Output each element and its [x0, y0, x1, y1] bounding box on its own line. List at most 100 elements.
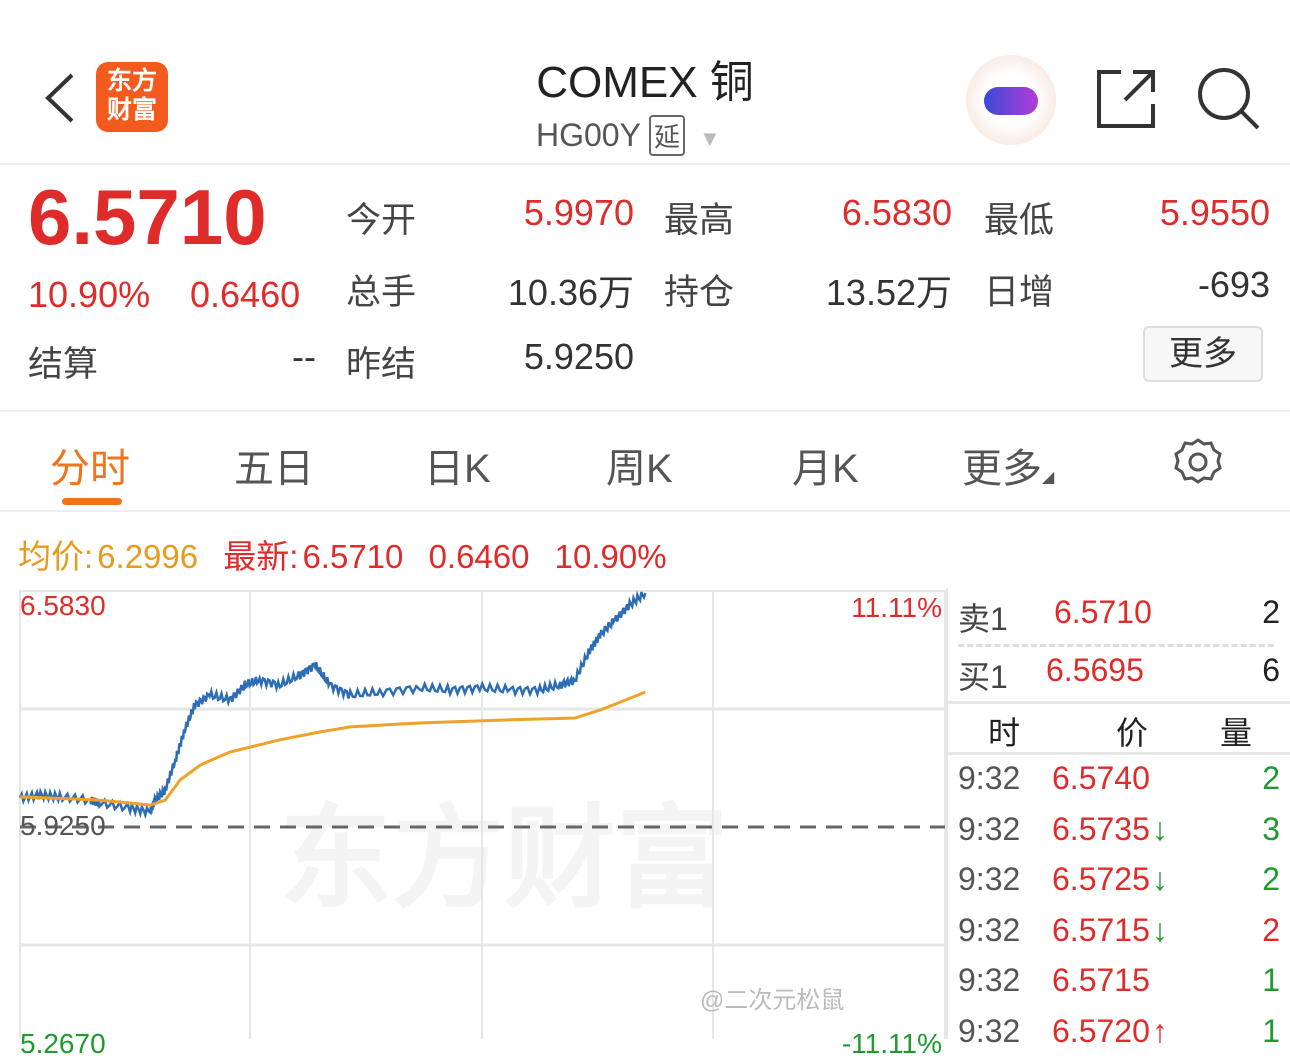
trade-volume: 3 [1262, 810, 1280, 847]
trade-time: 9:32 [958, 1012, 1021, 1049]
latest-pct: 10.90% [554, 538, 667, 575]
trade-price-cell: 6.5725↓ [1052, 861, 1168, 898]
settle-label: 结算 [28, 345, 99, 384]
trade-price-cell: 6.5740 [1052, 760, 1150, 797]
corner-triangle-icon: ◢ [1042, 469, 1055, 486]
tab-intraday[interactable]: 分时 [50, 447, 130, 491]
trade-price: 6.5715 [1052, 962, 1150, 998]
tab-more[interactable]: 更多◢ [962, 436, 1054, 494]
prev-settle-label: 昨结 [346, 345, 417, 384]
credit-watermark: @二次元松鼠 [700, 987, 845, 1014]
caret-down-icon: ▼ [698, 126, 721, 151]
assistant-avatar[interactable] [966, 55, 1056, 145]
trade-price: 6.5735 [1052, 810, 1150, 847]
average-price-line [19, 690, 646, 807]
daily-change-label: 日增 [984, 273, 1055, 312]
trade-volume: 2 [1262, 760, 1280, 796]
ask-price: 6.5710 [1054, 594, 1152, 630]
price-info-line: 均价: 6.2996 最新: 6.5710 0.6460 10.90% [18, 530, 683, 578]
trade-time: 9:32 [958, 911, 1021, 948]
arrow-up-icon: ↑ [1151, 1012, 1168, 1049]
order-book: 卖1 6.5710 2 买1 6.5695 6 时 价 量 9:32 6.5740… [946, 588, 1290, 1049]
avg-label: 均价: [18, 538, 94, 575]
trade-time: 9:32 [958, 810, 1021, 847]
change-value: 0.6460 [190, 274, 301, 315]
arrow-down-icon: ↓ [1151, 911, 1168, 948]
bid-label: 买1 [958, 659, 1008, 695]
trade-price: 6.5720 [1052, 1012, 1150, 1049]
avg-value: 6.2996 [97, 538, 199, 575]
header-price: 价 [1116, 715, 1149, 751]
high-value: 6.5830 [841, 192, 952, 233]
tab-more-label: 更多 [962, 447, 1042, 491]
y-label-mid: 5.9250 [20, 810, 106, 841]
trade-price: 6.5740 [1052, 760, 1150, 796]
latest-change: 0.6460 [428, 538, 530, 575]
intraday-chart: 东方财富 6.5830 5.9250 5.2670 11.11% -11.11%… [0, 588, 946, 1059]
trade-volume: 1 [1262, 962, 1280, 998]
book-divider [958, 644, 1274, 647]
logo: 东方 财富 [96, 62, 168, 132]
pct-label-top: 11.11% [851, 592, 942, 623]
trade-volume: 2 [1262, 911, 1280, 948]
trade-price-cell: 6.5720↑ [1052, 1013, 1168, 1050]
price-line [18, 590, 647, 820]
high-label: 最高 [664, 201, 735, 240]
y-label-top: 6.5830 [20, 590, 106, 621]
open-interest-label: 持仓 [664, 273, 735, 312]
arrow-down-icon: ↓ [1151, 861, 1168, 897]
y-label-bottom: 5.2670 [20, 1028, 106, 1059]
change-pct: 10.90% [28, 274, 151, 315]
tab-weekly-k[interactable]: 周K [606, 447, 673, 491]
more-button[interactable]: 更多 [1143, 326, 1263, 382]
trade-price: 6.5725 [1052, 861, 1150, 897]
settle-value: -- [292, 336, 316, 377]
volume-value: 10.36万 [507, 272, 634, 313]
header-volume: 量 [1220, 715, 1253, 751]
search-icon[interactable] [1196, 66, 1262, 132]
tab-five-day[interactable]: 五日 [234, 447, 314, 491]
trade-price-cell: 6.5715 [1052, 962, 1150, 999]
trade-header: 时 价 量 [948, 701, 1290, 755]
last-price: 6.5710 [28, 173, 267, 261]
pct-label-bottom: -11.11% [841, 1028, 942, 1059]
trade-time: 9:32 [958, 962, 1021, 998]
low-value: 5.9550 [1159, 192, 1270, 233]
settings-gear-icon[interactable] [1172, 436, 1224, 488]
trade-time: 9:32 [958, 861, 1021, 897]
low-label: 最低 [984, 201, 1055, 240]
contract-code[interactable]: HG00Y 延 ▼ [536, 115, 721, 156]
trade-time: 9:32 [958, 760, 1021, 796]
trade-price-cell: 6.5735↓ [1052, 811, 1168, 848]
active-tab-indicator [62, 498, 122, 505]
watermark: 东方财富 [280, 796, 728, 921]
ask-volume: 2 [1262, 594, 1280, 630]
bid-price: 6.5695 [1046, 652, 1144, 688]
delay-badge: 延 [648, 115, 685, 156]
chart-svg [18, 590, 946, 1039]
open-value: 5.9970 [523, 192, 634, 233]
latest-value: 6.5710 [302, 538, 404, 575]
prev-settle-value: 5.9250 [523, 336, 634, 377]
daily-change-value: -693 [1197, 264, 1270, 305]
back-icon[interactable] [42, 72, 76, 124]
trade-price: 6.5715 [1052, 911, 1150, 948]
page-title: COMEX 铜 [536, 58, 754, 107]
volume-label: 总手 [346, 273, 417, 312]
open-label: 今开 [346, 201, 417, 240]
trade-volume: 2 [1262, 861, 1280, 897]
ask-label: 卖1 [958, 601, 1008, 637]
trade-volume: 1 [1262, 1012, 1280, 1049]
chart-tabs: 分时 五日 日K 周K 月K 更多◢ [0, 410, 1290, 512]
bid-volume: 6 [1262, 652, 1280, 688]
tab-daily-k[interactable]: 日K [424, 447, 491, 491]
open-interest-value: 13.52万 [825, 272, 952, 313]
share-icon[interactable] [1095, 68, 1157, 130]
code: HG00Y [536, 117, 641, 153]
header-time: 时 [988, 715, 1021, 751]
header: 东方 财富 COMEX 铜 HG00Y 延 ▼ [0, 0, 1290, 165]
arrow-down-icon: ↓ [1151, 810, 1168, 847]
trade-price-cell: 6.5715↓ [1052, 912, 1168, 949]
tab-monthly-k[interactable]: 月K [792, 447, 859, 491]
latest-label: 最新: [223, 538, 299, 575]
